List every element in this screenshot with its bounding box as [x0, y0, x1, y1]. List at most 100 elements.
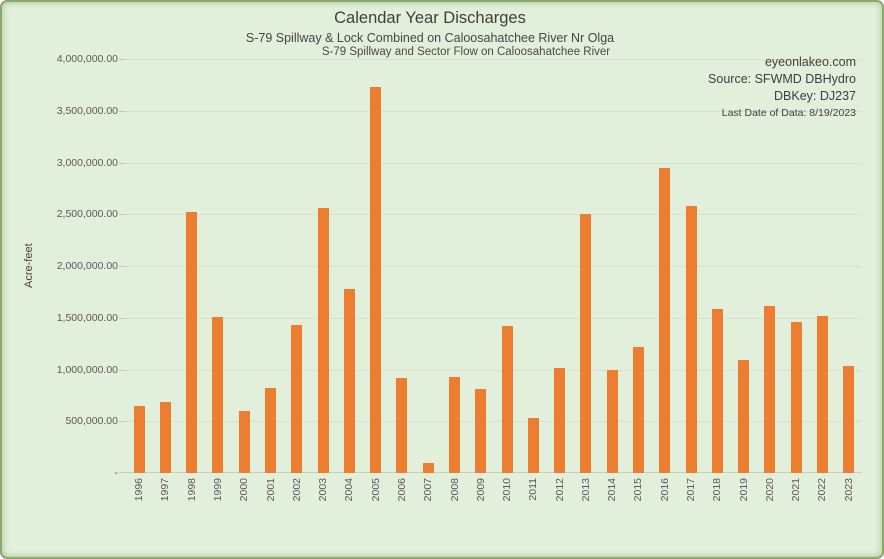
x-axis-tick-label-1996: 1996 [133, 478, 146, 502]
y-axis-tick-labels: 4,000,000.00 3,500,000.00 3,000,000.00 2,50… [2, 53, 118, 479]
y-axis-tick [119, 214, 126, 216]
gridline [126, 110, 862, 112]
bar-slot [599, 59, 625, 473]
bar-slot [415, 59, 441, 473]
credits-website: eyeonlakeo.com [764, 55, 856, 69]
chart-subtitle-secondary: S-79 Spillway and Sector Flow on Caloosa… [321, 46, 611, 58]
bar-2016 [659, 167, 671, 473]
bar-2014 [606, 369, 618, 473]
x-axis-tick-label-2018: 2018 [711, 478, 724, 502]
credits-block: eyeonlakeo.com Source: SFWMD DBHydro DBK… [708, 54, 856, 121]
y-axis-tick [119, 266, 126, 267]
bar-2008 [449, 376, 461, 473]
x-axis-slot: 1999 [205, 478, 231, 518]
y-axis-tick [119, 472, 126, 473]
y-axis-tick-label: 2,000,000.00 [56, 260, 118, 272]
bar-slot [678, 59, 704, 473]
chart-header: Calendar Year Discharges S-79 Spillway &… [2, 9, 882, 58]
bar-2005 [370, 86, 382, 473]
bar-2009 [475, 389, 487, 473]
bar-slot [310, 59, 336, 473]
bar-slot [468, 59, 494, 473]
x-axis-tick-label-2021: 2021 [790, 478, 803, 502]
plot-area [119, 59, 862, 473]
bar-slot [231, 59, 257, 473]
gridline [126, 317, 862, 319]
y-axis-tick-label: 3,500,000.00 [56, 104, 118, 117]
bar-2007 [422, 462, 434, 473]
bar-1999 [212, 316, 224, 473]
x-axis-slot: 2019 [730, 478, 756, 518]
x-axis-slot: 2000 [231, 478, 257, 518]
x-axis-tick-label-2010: 2010 [501, 478, 514, 502]
y-axis-tick-label: 3,000,000.00 [56, 156, 118, 169]
x-axis-tick-label-2011: 2011 [527, 478, 540, 501]
bar-slot [441, 59, 467, 473]
bar-2000 [238, 410, 250, 473]
bar-2001 [265, 388, 277, 473]
bar-slot [389, 59, 415, 473]
bar-slot [152, 59, 178, 473]
x-axis-slot: 2020 [757, 478, 783, 518]
bar-slot [205, 59, 231, 473]
bar-1996 [133, 405, 145, 473]
x-axis-tick-label-2006: 2006 [395, 478, 408, 502]
x-axis-tick-label-2017: 2017 [685, 478, 698, 502]
x-axis-tick-label-2005: 2005 [369, 478, 382, 502]
bar-slot [809, 59, 835, 473]
y-axis-tick-label: 1,000,000.00 [56, 363, 118, 376]
x-axis-slot: 2015 [625, 478, 651, 518]
bar-slot [336, 59, 362, 473]
x-axis-slot: 2014 [599, 478, 625, 518]
bar-2004 [343, 288, 355, 473]
bar-slot [494, 59, 520, 473]
y-axis-tick [119, 162, 126, 164]
bar-slot [179, 59, 205, 473]
x-axis-tick-label-1999: 1999 [211, 478, 224, 502]
bar-1998 [186, 212, 198, 473]
x-axis-slot: 2009 [468, 478, 494, 518]
bar-2019 [738, 360, 750, 473]
bar-slot [573, 59, 599, 473]
x-axis-slot: 2023 [836, 478, 862, 518]
credits-source: Source: SFWMD DBHydro [708, 72, 856, 86]
x-axis-tick-label-2014: 2014 [606, 478, 619, 502]
x-axis-tick-label-2008: 2008 [448, 478, 461, 502]
x-axis-slot: 2007 [415, 478, 441, 518]
y-axis-tick [119, 110, 126, 112]
y-axis-tick [119, 59, 126, 60]
x-axis-slot: 2021 [783, 478, 809, 518]
bar-1997 [159, 401, 171, 473]
x-axis-slot: 2010 [494, 478, 520, 518]
x-axis-slot: 2001 [257, 478, 283, 518]
x-axis-slot: 2004 [336, 478, 362, 518]
x-axis-slot: 2006 [389, 478, 415, 518]
y-axis-tick-label: 500,000.00 [65, 415, 118, 428]
y-axis-tick-label: 2,500,000.00 [56, 208, 118, 221]
bar-series [126, 59, 862, 473]
gridline [126, 162, 862, 164]
bar-slot [284, 59, 310, 473]
x-axis-slot: 2011 [520, 478, 546, 518]
bar-2011 [527, 418, 539, 473]
y-axis-tick [119, 369, 126, 371]
bar-slot [520, 59, 546, 473]
bar-slot [704, 59, 730, 473]
bar-2003 [317, 208, 329, 473]
x-axis-slot: 2002 [284, 478, 310, 518]
x-axis-tick-label-2020: 2020 [763, 478, 776, 502]
bar-slot [836, 59, 862, 473]
x-axis-tick-label-2009: 2009 [474, 478, 487, 502]
bar-slot [625, 59, 651, 473]
x-axis-slot: 2013 [573, 478, 599, 518]
x-axis-tick-label-2019: 2019 [737, 478, 750, 502]
x-axis-tick-label-2016: 2016 [658, 478, 671, 502]
x-axis-tick-label-2023: 2023 [842, 478, 855, 502]
y-axis-tick-label: - [114, 467, 119, 479]
bar-2023 [843, 366, 855, 473]
x-axis-slot: 1996 [126, 478, 152, 518]
credits-dbkey: DBKey: DJ237 [774, 89, 856, 103]
bar-slot [757, 59, 783, 473]
bar-2022 [816, 315, 828, 473]
y-axis-tick-label: 1,500,000.00 [56, 311, 118, 324]
